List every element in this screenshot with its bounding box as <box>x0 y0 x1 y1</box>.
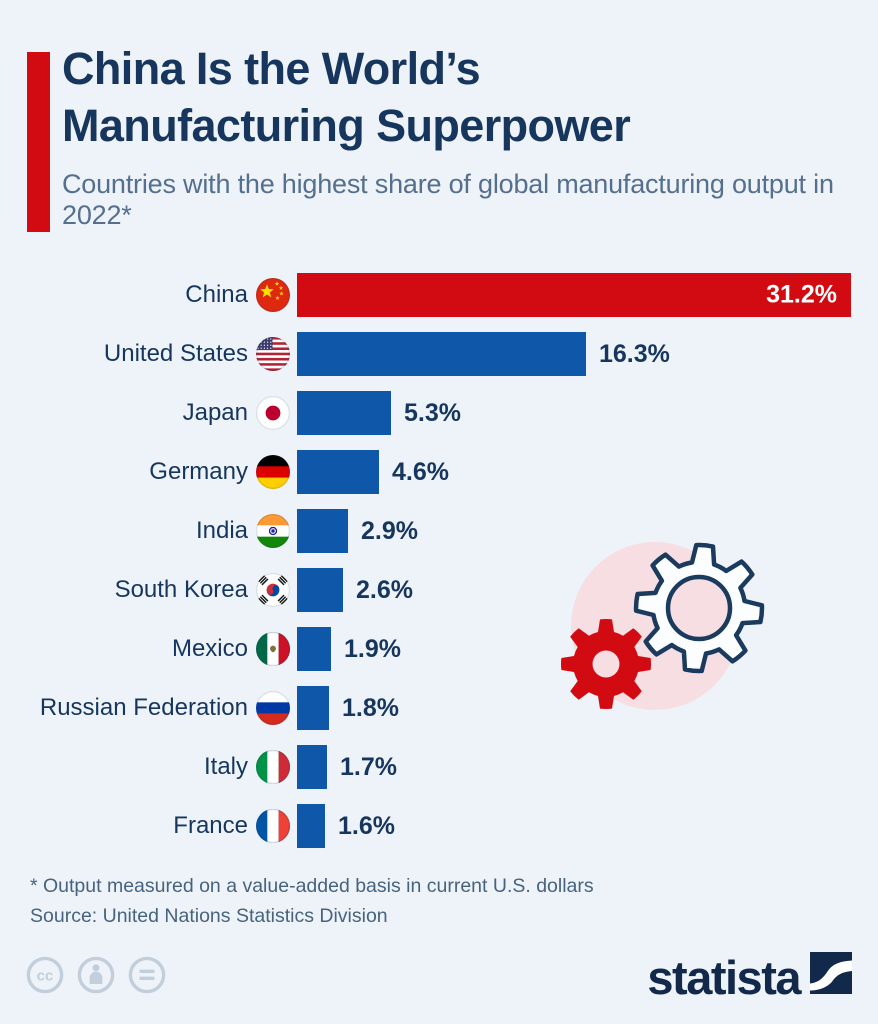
red-gear-hole <box>592 650 620 678</box>
flag-icon-south-korea <box>256 573 290 607</box>
flag-icon-germany <box>256 455 290 489</box>
country-label: Mexico <box>171 635 248 662</box>
chart-row: India 2.9% <box>0 509 878 553</box>
chart-row: Russian Federation 1.8% <box>0 686 878 730</box>
country-label: Russian Federation <box>39 694 248 721</box>
value-label: 1.9% <box>344 634 401 663</box>
svg-text:cc: cc <box>37 968 54 985</box>
bar-track: 16.3% <box>297 332 878 376</box>
bar-japan <box>297 391 391 435</box>
country-label: South Korea <box>114 576 248 603</box>
chart-row: Mexico 1.9% <box>0 627 878 671</box>
value-label: 16.3% <box>599 339 670 368</box>
country-label: France <box>173 812 248 839</box>
country-label: Japan <box>182 399 248 426</box>
bar-italy <box>297 745 327 789</box>
country-label: India <box>195 517 248 544</box>
bar-mexico <box>297 627 331 671</box>
footnote: * Output measured on a value-added basis… <box>30 875 594 897</box>
source-line: Source: United Nations Statistics Divisi… <box>30 905 388 927</box>
license-icons: cc <box>25 955 167 995</box>
bar-track: 5.3% <box>297 391 878 435</box>
chart-row: United States 16.3% <box>0 332 878 376</box>
statista-logo-mark <box>810 952 852 994</box>
chart-row: Japan 5.3% <box>0 391 878 435</box>
chart-row: China 31.2% <box>0 273 878 317</box>
cc-icon: cc <box>26 956 64 994</box>
chart-row: France 1.6% <box>0 804 878 848</box>
chart-row: South Korea 2.6% <box>0 568 878 612</box>
flag-icon-china <box>256 278 290 312</box>
bar-south-korea <box>297 568 343 612</box>
country-label: China <box>185 281 248 308</box>
country-label: United States <box>103 340 248 367</box>
statista-wordmark: statista <box>647 951 801 1004</box>
bar-chart: China 31.2% United States 16.3% Japan 5.3% Ger… <box>0 273 878 863</box>
bar-track: 31.2% <box>297 273 878 317</box>
chart-row: Germany 4.6% <box>0 450 878 494</box>
bar-track: 1.7% <box>297 745 878 789</box>
country-label: Italy <box>203 753 248 780</box>
value-label: 1.8% <box>342 693 399 722</box>
attribution-person-icon <box>77 956 115 994</box>
no-derivatives-equals-icon <box>128 956 166 994</box>
bar-china: 31.2% <box>297 273 851 317</box>
bar-india <box>297 509 348 553</box>
value-label: 1.7% <box>340 752 397 781</box>
value-label: 31.2% <box>766 280 837 309</box>
value-label: 4.6% <box>392 457 449 486</box>
bar-germany <box>297 450 379 494</box>
title-line-1: China Is the World’s <box>62 43 481 94</box>
title-accent-bar <box>27 52 50 232</box>
bar-track: 4.6% <box>297 450 878 494</box>
page-title: China Is the World’s Manufacturing Superp… <box>62 40 631 154</box>
value-label: 2.9% <box>361 516 418 545</box>
value-label: 2.6% <box>356 575 413 604</box>
flag-icon-france <box>256 809 290 843</box>
bar-russia <box>297 686 329 730</box>
flag-icon-italy <box>256 750 290 784</box>
bar-track: 1.6% <box>297 804 878 848</box>
value-label: 1.6% <box>338 811 395 840</box>
flag-icon-russia <box>256 691 290 725</box>
outline-gear-hole <box>665 574 733 642</box>
bar-france <box>297 804 325 848</box>
gears-illustration <box>560 542 765 710</box>
bar-track: 2.9% <box>297 509 878 553</box>
flag-icon-japan <box>256 396 290 430</box>
bar-track: 2.6% <box>297 568 878 612</box>
value-label: 5.3% <box>404 398 461 427</box>
flag-icon-usa <box>256 337 290 371</box>
statista-logo: statista <box>647 952 852 1001</box>
title-line-2: Manufacturing Superpower <box>62 100 631 151</box>
flag-icon-mexico <box>256 632 290 666</box>
chart-row: Italy 1.7% <box>0 745 878 789</box>
bar-usa <box>297 332 586 376</box>
bar-track: 1.9% <box>297 627 878 671</box>
flag-icon-india <box>256 514 290 548</box>
country-label: Germany <box>149 458 248 485</box>
bar-track: 1.8% <box>297 686 878 730</box>
chart-subtitle: Countries with the highest share of glob… <box>62 169 834 230</box>
